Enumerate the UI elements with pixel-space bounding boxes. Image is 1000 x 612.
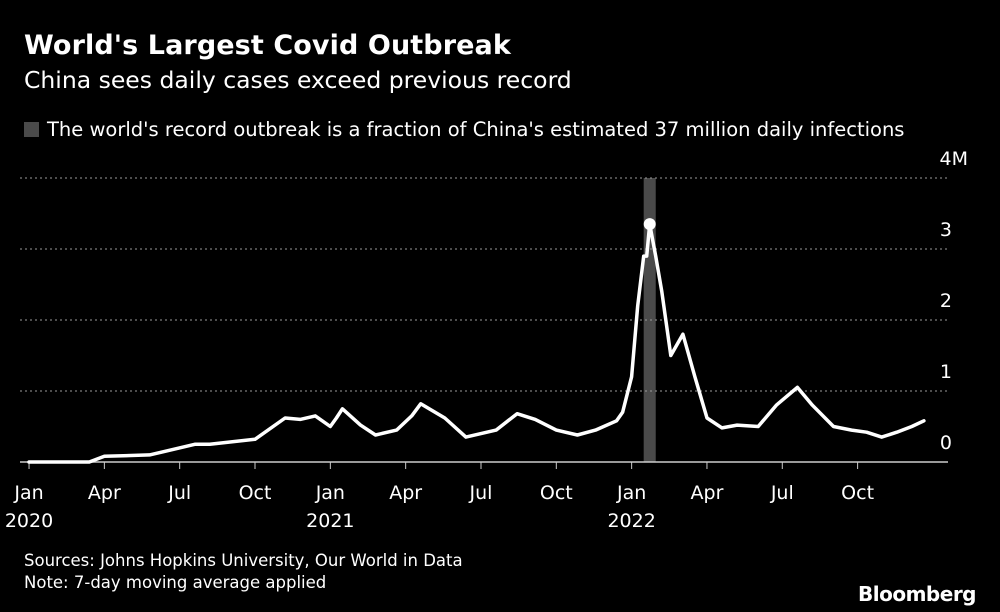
x-tick-year-2020: 2020 — [5, 510, 53, 532]
x-tick-label-10: Jul — [770, 482, 794, 504]
x-tick-label-7: Oct — [540, 482, 573, 504]
x-tick-label-1: Apr — [88, 482, 121, 504]
chart-subtitle: China sees daily cases exceed previous r… — [24, 66, 572, 94]
peak-marker — [643, 218, 656, 231]
y-tick-label-2: 2 — [940, 290, 952, 312]
y-tick-label-0: 0 — [940, 432, 952, 454]
sources-note: Sources: Johns Hopkins University, Our W… — [24, 551, 463, 570]
x-tick-label-6: Jul — [469, 482, 493, 504]
x-tick-label-0: Jan — [13, 482, 43, 504]
chart-title: World's Largest Covid Outbreak — [24, 30, 511, 61]
footer: Sources: Johns Hopkins University, Our W… — [24, 550, 463, 594]
x-tick-label-9: Apr — [691, 482, 724, 504]
x-tick-label-11: Oct — [841, 482, 874, 504]
series-layer — [27, 218, 926, 464]
x-tick-layer: Jan 2020 Apr Jul Oct Jan 2021 Apr Jul Oct Jan 2022 A… — [5, 462, 874, 532]
method-note: Note: 7-day moving average applied — [24, 573, 327, 592]
y-tick-layer: 0 1 2 3 4M — [940, 148, 968, 454]
grid-layer — [20, 177, 948, 463]
y-tick-label-1: 1 — [940, 361, 952, 383]
x-tick-label-3: Oct — [239, 482, 272, 504]
x-tick-label-8: Jan — [616, 482, 646, 504]
x-tick-label-4: Jan — [315, 482, 345, 504]
y-tick-label-4: 4M — [940, 148, 968, 170]
x-tick-year-2022: 2022 — [607, 510, 655, 532]
legend-swatch — [24, 122, 39, 137]
x-tick-year-2021: 2021 — [306, 510, 354, 532]
legend-text: The world's record outbreak is a fractio… — [47, 118, 905, 141]
x-tick-label-5: Apr — [389, 482, 422, 504]
y-tick-label-3: 3 — [940, 219, 952, 241]
x-tick-label-2: Jul — [167, 482, 191, 504]
legend: The world's record outbreak is a fractio… — [24, 118, 904, 141]
series-line-0 — [27, 222, 926, 464]
brand-logo: Bloomberg — [858, 582, 976, 606]
